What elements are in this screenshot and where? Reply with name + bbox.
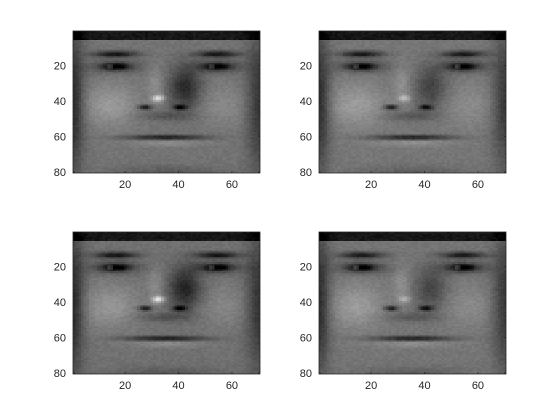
x-tick-label: 40 — [172, 179, 184, 191]
subplot-1: 20 40 60 20 40 60 80 — [54, 31, 260, 191]
y-tick-label: 20 — [300, 61, 312, 73]
x-tick-label: 60 — [472, 179, 484, 191]
y-tick-label: 60 — [54, 132, 66, 144]
y-tick-label: 60 — [300, 132, 312, 144]
face-image — [319, 31, 506, 173]
subplot-2: 20 40 60 20 40 60 80 — [300, 31, 506, 191]
face-image — [73, 232, 260, 374]
x-tick-label: 40 — [418, 380, 430, 392]
x-tick-label: 20 — [365, 380, 377, 392]
face-image — [319, 232, 506, 374]
y-tick-label: 80 — [300, 368, 312, 380]
y-tick-label: 20 — [54, 61, 66, 73]
subplot-4: 20 40 60 20 40 60 80 — [300, 232, 506, 392]
y-tick-label: 80 — [300, 167, 312, 179]
y-tick-label: 60 — [54, 333, 66, 345]
x-tick-label: 40 — [172, 380, 184, 392]
x-tick-label: 40 — [418, 179, 430, 191]
x-tick-label: 20 — [119, 179, 131, 191]
y-tick-label: 40 — [54, 96, 66, 108]
x-tick-label: 60 — [472, 380, 484, 392]
subplot-3: 20 40 60 20 40 60 80 — [54, 232, 260, 392]
x-tick-label: 20 — [119, 380, 131, 392]
y-tick-label: 40 — [300, 297, 312, 309]
y-tick-label: 40 — [54, 297, 66, 309]
y-tick-label: 80 — [54, 167, 66, 179]
face-image — [73, 31, 260, 173]
x-tick-label: 60 — [226, 179, 238, 191]
y-tick-label: 40 — [300, 96, 312, 108]
y-tick-label: 60 — [300, 333, 312, 345]
y-tick-label: 80 — [54, 368, 66, 380]
x-tick-label: 60 — [226, 380, 238, 392]
y-tick-label: 20 — [54, 262, 66, 274]
x-tick-label: 20 — [365, 179, 377, 191]
y-tick-label: 20 — [300, 262, 312, 274]
